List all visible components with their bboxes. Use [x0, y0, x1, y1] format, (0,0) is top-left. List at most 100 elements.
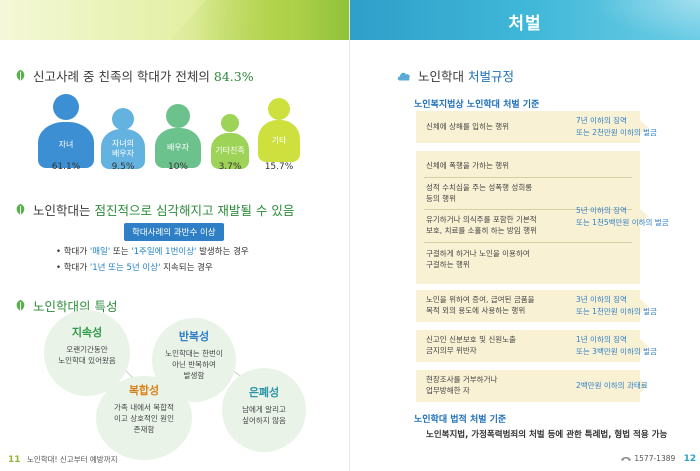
- arrow-icon: [640, 209, 648, 223]
- person-figure-children-spouse: 자녀의 배우자: [101, 108, 145, 169]
- person-body: 기타친족: [211, 133, 249, 169]
- cloud-icon: [397, 72, 410, 81]
- section-heading-text: 신고사례 중 친족의 학대가 전체의: [33, 69, 214, 84]
- crime-item: 신체에 상해를 입히는 행위: [426, 122, 510, 131]
- arrow-icon: [640, 120, 648, 134]
- trait-description: 노인학대는 한번이 아닌 반복하여 발생함: [165, 349, 223, 380]
- person-label: 기타: [271, 136, 287, 145]
- person-head: [166, 104, 190, 128]
- person-label: 배우자: [166, 143, 190, 152]
- trait-complexity: 복합성 가족 내에서 복합적 이고 상호적인 원인 존재함: [96, 376, 192, 460]
- section-heading-family-abuse: 신고사례 중 친족의 학대가 전체의 84.3%: [14, 66, 254, 85]
- bullet-highlight: '매일': [89, 247, 111, 257]
- page-number-right: 12: [683, 454, 697, 464]
- subhead-legal-penalty: 노인학대 법적 처벌 기준: [414, 415, 507, 425]
- trait-persistence: 지속성 오랜기간동안 노인학대 있어왔음: [44, 310, 130, 396]
- person-figure-children: 자녀: [38, 94, 94, 174]
- trait-title: 반복성: [178, 330, 210, 343]
- bullet-highlight: '1주일에 1번이상': [131, 247, 197, 257]
- subhead-welfare-law: 노인복지법상 노인학대 처벌 기준: [414, 100, 540, 110]
- bullet-frequency: • 학대가 '매일' 또는 '1주일에 1번이상' 발생하는 경우: [56, 245, 249, 257]
- crime-item: 신고인 신분보호 및 신원노출 금지의무 위반자: [426, 335, 516, 355]
- right-header-banner: 처벌: [350, 0, 700, 40]
- person-body: 자녀: [38, 122, 94, 168]
- crime-box-obstruction: 현장조사를 거부하거나 업무방해한 자: [416, 370, 648, 402]
- trait-description: 가족 내에서 복합적 이고 상호적인 원인 존재함: [114, 403, 174, 434]
- percentage-others: 15.7%: [264, 162, 294, 172]
- page-title: 처벌: [508, 14, 542, 34]
- arrow-icon: [640, 299, 648, 313]
- trait-title: 복합성: [128, 384, 160, 397]
- crime-box-misuse: 노인을 위하여 증여, 급여된 금품을 목적 외의 용도에 사용하는 행위: [416, 290, 648, 322]
- trait-description: 남에게 알리고 싶어하지 않음: [242, 405, 286, 425]
- person-body: 기타: [258, 120, 300, 162]
- section-heading-text: 노인학대: [418, 69, 468, 84]
- section-heading-text: 노인학대는: [33, 203, 95, 218]
- penalty-assault: 5년 이하의 징역 또는 1천5백만원 이하의 벌금: [576, 206, 669, 227]
- person-body: 자녀의 배우자: [101, 129, 145, 169]
- trait-concealment: 은폐성 남에게 알리고 싶어하지 않음: [222, 368, 306, 452]
- person-head: [221, 114, 239, 132]
- person-head: [112, 108, 134, 130]
- person-figure-others: 기타: [258, 98, 300, 166]
- left-header-banner: [0, 0, 349, 40]
- penalty-injury: 7년 이하의 징역 또는 2천만원 이하의 벌금: [576, 116, 657, 137]
- bullet-text: • 학대가: [56, 263, 90, 273]
- section-heading-highlight: 84.3%: [213, 69, 254, 84]
- crime-item: 노인을 위하여 증여, 급여된 금품을 목적 외의 용도에 사용하는 행위: [426, 295, 535, 315]
- crime-item: 구걸하게 하거나 노인을 이용하여 구걸하는 행위: [426, 249, 530, 269]
- divider: [424, 209, 632, 210]
- crime-item: 현장조사를 거부하거나 업무방해한 자: [426, 375, 498, 395]
- majority-tag: 학대사례의 과반수 이상: [124, 223, 224, 241]
- percentage-spouse: 10%: [167, 162, 188, 172]
- percentage-other-relatives: 3.7%: [218, 162, 242, 172]
- applicable-laws-text: 노인복지법, 가정폭력범죄의 처벌 등에 관한 특례법, 형법 적용 가능: [426, 430, 668, 440]
- divider: [424, 177, 632, 178]
- trait-title: 지속성: [71, 326, 103, 339]
- section-heading-penalty-rules: 노인학대 처벌규정: [396, 66, 514, 85]
- section-heading-escalation: 노인학대는 점진적으로 심각해지고 재발될 수 있음: [14, 200, 294, 219]
- arrow-icon: [640, 379, 648, 393]
- bullet-highlight: '1년 또는 5년 이상': [89, 263, 161, 273]
- crime-box-injury: 신체에 상해를 입히는 행위: [416, 111, 648, 143]
- hotline-number: 1577-1389: [634, 454, 676, 463]
- person-label: 기타친족: [215, 146, 245, 155]
- penalty-reporter-protection: 1년 이하의 징역 또는 3백만원 이하의 벌금: [576, 335, 657, 356]
- person-figure-spouse: 배우자: [155, 104, 201, 168]
- bullet-text: 발생하는 경우: [196, 247, 249, 257]
- person-label: 자녀의 배우자: [111, 139, 135, 158]
- leaf-icon: [16, 299, 25, 312]
- section-heading-highlight: 점진적으로 심각해지고 재발될 수 있음: [94, 203, 295, 218]
- footer-text: 노인학대! 신고부터 예방까지: [26, 455, 118, 464]
- percentage-children: 61.1%: [51, 162, 81, 172]
- section-heading-highlight: 처벌규정: [467, 69, 514, 84]
- left-footer: 11 노인학대! 신고부터 예방까지: [8, 454, 118, 465]
- crime-box-assault: 신체에 폭행을 가하는 행위 성적 수치심을 주는 성폭행 성희롱 등의 행위 …: [416, 151, 648, 284]
- person-body: 배우자: [155, 128, 201, 168]
- person-head: [53, 94, 79, 120]
- trait-description: 오랜기간동안 노인학대 있어왔음: [58, 345, 116, 365]
- bullet-duration: • 학대가 '1년 또는 5년 이상' 지속되는 경우: [56, 261, 213, 273]
- crime-box-reporter-protection: 신고인 신분보호 및 신원노출 금지의무 위반자: [416, 330, 648, 362]
- person-label: 자녀: [58, 140, 74, 149]
- page-number-left: 11: [8, 455, 21, 465]
- bullet-text: 또는: [110, 247, 132, 257]
- person-head: [268, 98, 290, 120]
- divider: [424, 242, 632, 243]
- person-figure-other-relatives: 기타친족: [211, 114, 249, 169]
- bullet-text: 지속되는 경우: [160, 263, 213, 273]
- crime-item: 유기하거나 의식주를 포함한 기본적 보호, 치료를 소홀히 하는 방임 행위: [426, 215, 537, 235]
- right-footer: 1577-1389 12: [620, 454, 696, 464]
- arrow-icon: [640, 339, 648, 353]
- leaf-icon: [16, 203, 25, 216]
- page-divider: [349, 0, 350, 471]
- trait-title: 은폐성: [248, 386, 280, 399]
- crime-item: 신체에 폭행을 가하는 행위: [426, 161, 510, 170]
- phone-icon: [621, 457, 631, 461]
- penalty-misuse: 3년 이하의 징역 또는 1천만원 이하의 벌금: [576, 295, 657, 316]
- leaf-icon: [16, 69, 25, 82]
- penalty-obstruction: 2백만원 이하의 과태료: [576, 381, 648, 390]
- bullet-text: • 학대가: [56, 247, 90, 257]
- crime-item: 성적 수치심을 주는 성폭행 성희롱 등의 행위: [426, 183, 533, 203]
- percentage-children-spouse: 9.5%: [111, 162, 135, 172]
